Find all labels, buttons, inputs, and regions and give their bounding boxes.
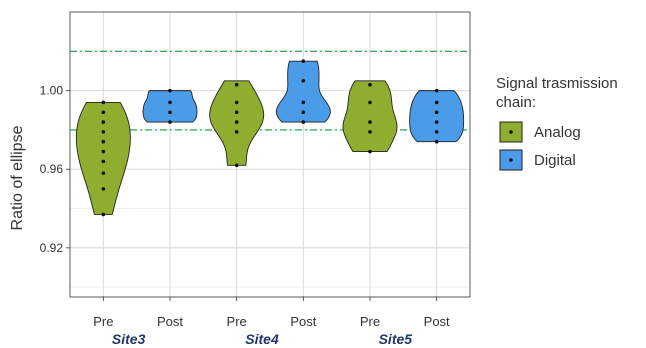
data-point [368,82,372,87]
data-point [234,163,239,168]
grid-lines [70,11,470,297]
plot-panel-border [69,11,471,298]
data-point [368,149,372,154]
data-point [101,120,106,124]
violin-site3-pre [75,101,131,215]
data-point [101,149,106,154]
legend-key-dot [509,130,513,134]
data-point [101,130,106,134]
violins [75,59,465,217]
data-point [234,100,239,105]
x-tick-label: Post [157,314,183,329]
data-point [234,82,239,87]
data-point [434,130,439,134]
y-tick-label: 0.92 [40,241,64,255]
data-point [168,110,172,115]
data-point [168,88,172,93]
data-point [101,139,106,144]
data-point [301,110,306,115]
data-point [168,100,172,105]
x-tick-label: Pre [360,314,380,329]
data-point [234,110,239,115]
data-point [101,110,106,115]
data-point [301,100,306,105]
y-tick-label: 0.96 [40,162,64,176]
data-point [101,171,106,175]
data-point [168,120,172,124]
x-tick-label: Post [290,314,316,329]
data-point [101,159,106,164]
violin-site3-post [142,90,198,123]
legend: Signal trasmission chain: Analog Digital [496,75,618,171]
site-label: Site4 [245,331,279,347]
data-point [434,88,439,93]
data-point [101,187,106,191]
data-point [434,100,439,105]
site-label: Site5 [379,331,413,347]
reference-lines [70,50,470,131]
y-axis-ticks: 0.92 0.96 1.00 [40,84,70,255]
data-point [368,120,372,124]
x-tick-label: Post [424,314,450,329]
data-point [301,59,306,63]
data-point [234,120,239,124]
site-label: Site3 [112,331,146,347]
violin-site5-pre [342,80,398,153]
legend-label-digital: Digital [534,152,576,169]
legend-entries: Analog Digital [499,121,581,171]
x-axis-ticks: Pre Post Pre Post Pre Post [93,297,450,329]
data-point [301,78,306,83]
data-point [301,120,306,124]
x-tick-label: Pre [93,314,113,329]
data-point [101,212,106,217]
legend-label-analog: Analog [534,124,581,141]
violin-site5-post [409,90,465,143]
x-tick-label: Pre [227,314,247,329]
y-tick-label: 1.00 [40,84,64,98]
legend-title-line-2: chain: [496,94,536,111]
data-point [234,130,239,134]
legend-title-line-1: Signal trasmission [496,75,618,92]
data-point [434,110,439,115]
data-point [368,100,372,105]
data-point [101,100,106,105]
legend-key-dot [509,158,513,162]
site-labels: Site3 Site4 Site5 [112,331,412,347]
data-point [434,139,439,144]
y-axis-label: Ratio of ellipse [9,125,26,230]
data-point [368,130,372,134]
data-point [434,120,439,124]
